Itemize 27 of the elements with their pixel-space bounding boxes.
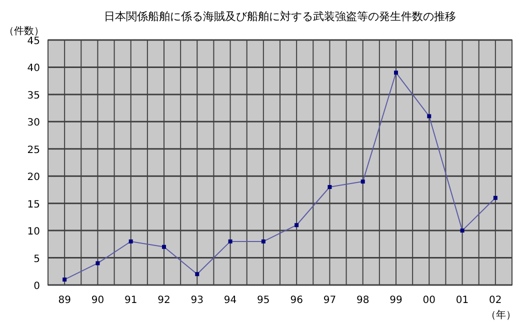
x-tick-label: 98 bbox=[356, 295, 370, 306]
x-tick-label: 89 bbox=[58, 295, 71, 306]
x-tick-label: 97 bbox=[323, 295, 336, 306]
x-tick-label: 96 bbox=[290, 295, 303, 306]
chart-title: 日本関係船舶に係る海賊及び船舶に対する武装強盗等の発生件数の推移 bbox=[104, 10, 456, 23]
x-tick-label: 90 bbox=[91, 295, 104, 306]
y-axis-title: （件数） bbox=[4, 26, 44, 37]
y-tick-label: 30 bbox=[27, 118, 40, 129]
x-tick-label: 01 bbox=[456, 295, 469, 306]
x-tick-label: 93 bbox=[190, 295, 204, 306]
x-axis-title: （年） bbox=[486, 309, 516, 321]
x-tick-label: 91 bbox=[124, 295, 138, 306]
x-tick-label: 02 bbox=[489, 295, 502, 306]
y-tick-label: 5 bbox=[34, 254, 40, 265]
y-tick-label: 10 bbox=[27, 226, 40, 238]
y-tick-label: 35 bbox=[27, 90, 40, 102]
x-tick-label: 00 bbox=[422, 295, 436, 306]
y-tick-label: 45 bbox=[27, 36, 40, 47]
y-tick-label: 15 bbox=[27, 199, 40, 210]
y-tick-label: 25 bbox=[27, 144, 40, 156]
y-tick-label: 40 bbox=[27, 63, 40, 74]
x-tick-label: 94 bbox=[224, 295, 237, 306]
x-tick-label: 95 bbox=[257, 295, 270, 306]
y-tick-label: 0 bbox=[34, 281, 40, 292]
x-tick-label: 99 bbox=[390, 295, 402, 306]
y-tick-label: 20 bbox=[27, 172, 40, 184]
x-tick-label: 92 bbox=[158, 295, 170, 306]
